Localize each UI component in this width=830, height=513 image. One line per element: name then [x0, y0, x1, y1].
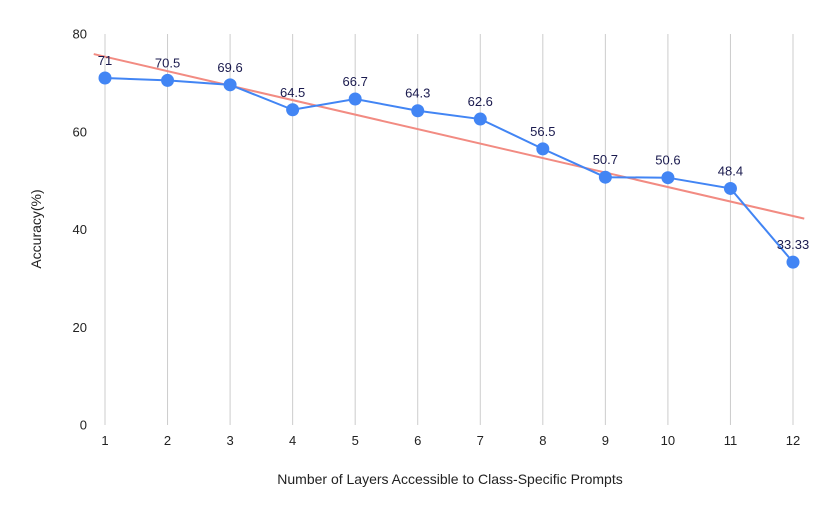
data-point — [473, 112, 487, 126]
data-labels-layer: 71 70.5 69.6 64.5 66.7 64.3 62.6 56.5 50.7 50.6 48… — [98, 53, 810, 252]
x-tick-label: 8 — [539, 433, 546, 448]
data-label: 71 — [98, 53, 112, 68]
data-point — [786, 255, 800, 269]
x-tick-label: 1 — [101, 433, 108, 448]
x-tick-label: 10 — [661, 433, 675, 448]
trendline — [93, 53, 805, 220]
data-label: 62.6 — [468, 94, 493, 109]
series-layer — [104, 76, 794, 263]
y-axis-title: Accuracy(%) — [28, 189, 44, 268]
x-tick-labels: 1 2 3 4 5 6 7 8 9 10 11 12 — [101, 433, 800, 448]
data-label: 64.5 — [280, 85, 305, 100]
x-tick-label: 9 — [602, 433, 609, 448]
y-tick-label: 0 — [80, 418, 87, 433]
data-label: 56.5 — [530, 124, 555, 139]
data-point — [98, 71, 112, 85]
y-tick-label: 60 — [73, 124, 87, 139]
data-point — [723, 181, 737, 195]
x-tick-label: 7 — [477, 433, 484, 448]
gridlines — [104, 34, 794, 425]
data-point — [286, 103, 300, 117]
data-point — [223, 78, 237, 92]
data-label: 50.7 — [593, 152, 618, 167]
series-line — [104, 76, 794, 263]
trendline-layer — [93, 53, 805, 220]
y-tick-labels: 0 20 40 60 80 — [73, 27, 87, 433]
data-point — [536, 142, 550, 156]
data-point — [661, 171, 675, 185]
x-tick-label: 3 — [226, 433, 233, 448]
x-tick-label: 5 — [352, 433, 359, 448]
data-point — [411, 104, 425, 118]
y-tick-label: 40 — [73, 222, 87, 237]
y-tick-label: 80 — [73, 27, 87, 42]
x-tick-label: 4 — [289, 433, 296, 448]
data-label: 69.6 — [217, 60, 242, 75]
y-tick-label: 20 — [73, 320, 87, 335]
data-point — [161, 73, 175, 87]
x-axis-title: Number of Layers Accessible to Class-Spe… — [277, 471, 622, 487]
data-label: 50.6 — [655, 153, 680, 168]
data-label: 70.5 — [155, 55, 180, 70]
x-tick-label: 2 — [164, 433, 171, 448]
x-tick-label: 6 — [414, 433, 421, 448]
data-point — [348, 92, 362, 106]
data-label: 66.7 — [343, 74, 368, 89]
x-tick-label: 12 — [786, 433, 800, 448]
data-point — [598, 170, 612, 184]
data-label: 48.4 — [718, 163, 743, 178]
data-label: 64.3 — [405, 86, 430, 101]
points-layer — [98, 71, 800, 269]
x-tick-label: 11 — [724, 433, 738, 448]
data-label: 33.33 — [777, 237, 810, 252]
